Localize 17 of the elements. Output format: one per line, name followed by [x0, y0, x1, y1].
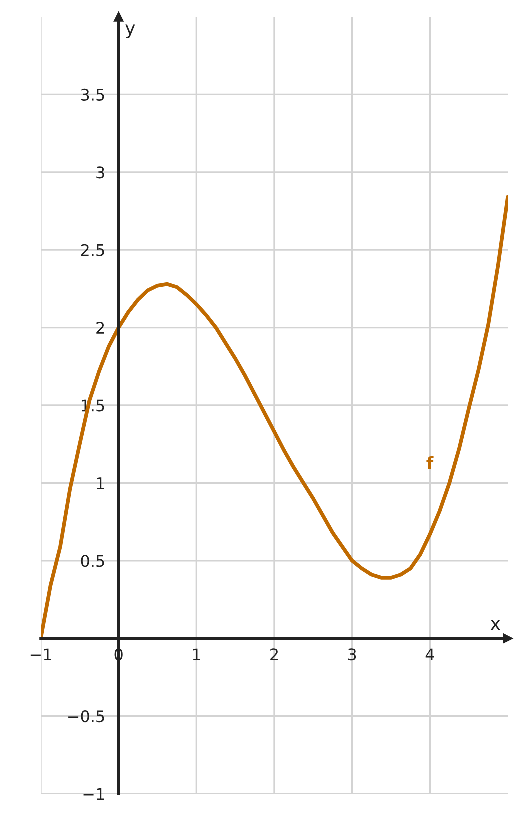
annotation: f: [426, 456, 434, 470]
x-tick-label: 3: [348, 648, 356, 661]
x-axis-title: x: [490, 620, 500, 630]
y-tick-label: −1: [84, 788, 104, 800]
x-tick-label: 4: [426, 648, 434, 660]
y-tick-label: 3: [96, 166, 104, 179]
y-tick-label: 2.5: [81, 244, 104, 256]
line-series: [41, 195, 508, 640]
y-tick-label: −0.5: [68, 710, 104, 723]
y-tick-label: 3.5: [81, 88, 104, 101]
x-tick-label: 1: [193, 648, 200, 660]
x-tick-label: 2: [270, 648, 278, 660]
y-tick-label: 1: [97, 478, 104, 490]
y-axis-title: y: [126, 24, 136, 38]
y-tick-label: 0.5: [81, 555, 104, 568]
x-tick-label: −1: [30, 648, 52, 660]
y-tick-label: 2: [96, 322, 104, 334]
